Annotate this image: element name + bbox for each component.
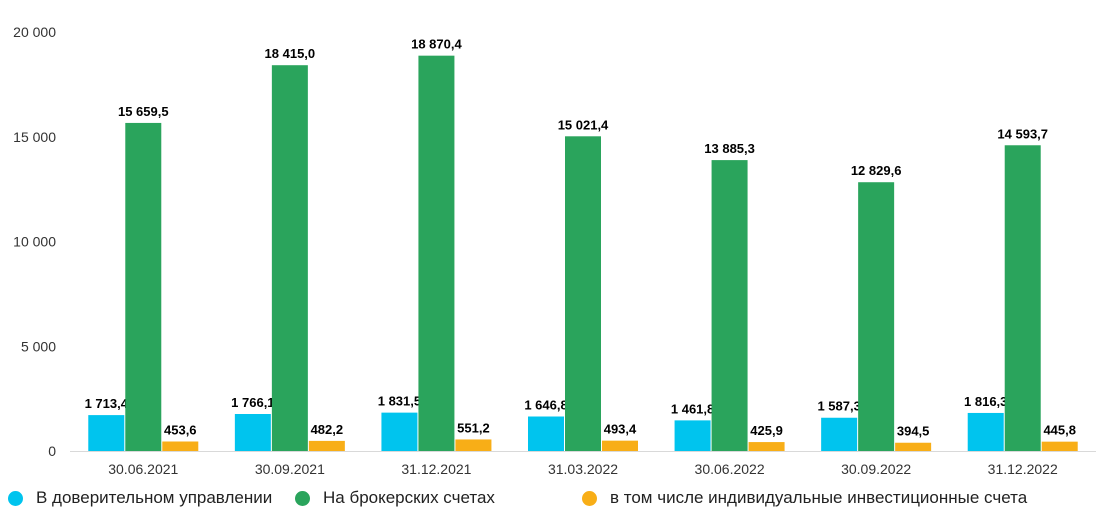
bar [455,439,492,451]
data-label: 551,2 [457,420,490,435]
bar [895,442,932,451]
bar [88,415,125,451]
legend-item-iis: в том числе индивидуальные инвестиционны… [582,488,1027,508]
data-label: 482,2 [311,422,344,437]
x-tick-label: 31.12.2022 [988,461,1058,477]
data-label: 12 829,6 [851,163,902,178]
data-label: 453,6 [164,422,197,437]
y-tick-label: 5 000 [21,338,56,354]
legend-item-brokerage-accounts: На брокерских счетах [295,488,495,508]
bar [967,412,1004,451]
data-label: 1 766,1 [231,395,274,410]
y-tick-label: 0 [48,443,56,459]
bar [748,442,785,451]
x-tick-label: 31.12.2021 [401,461,471,477]
data-label: 1 713,4 [85,396,129,411]
bar [821,417,858,451]
legend-item-trust-management: В доверительном управлении [8,488,272,508]
bar [858,182,895,451]
bar [381,412,418,451]
y-tick-label: 15 000 [13,129,56,145]
data-label: 493,4 [604,422,637,437]
data-label: 14 593,7 [997,126,1048,141]
bar [125,122,162,451]
x-tick-label: 30.09.2021 [255,461,325,477]
bar-chart: 0 5 000 10 000 15 000 20 000 1 713,4 15 659,5 4… [13,24,1096,477]
data-label: 15 021,4 [558,117,609,132]
y-tick-label: 20 000 [13,24,56,40]
x-tick-label: 31.03.2022 [548,461,618,477]
data-label: 445,8 [1043,423,1076,438]
legend-label-trust-management: В доверительном управлении [36,488,273,507]
data-label: 13 885,3 [704,141,755,156]
legend-marker-brokerage-accounts [295,490,310,506]
data-label: 1 831,5 [378,394,421,409]
x-tick-label: 30.06.2021 [108,461,178,477]
bar [234,414,271,451]
legend-marker-iis [582,490,597,506]
legend-marker-trust-management [8,490,23,506]
bar [565,136,601,451]
x-tick-label: 30.09.2022 [841,461,911,477]
bar [711,160,748,451]
bar [674,420,711,451]
legend-label-brokerage-accounts: На брокерских счетах [323,488,495,507]
data-label: 1 461,8 [671,401,714,416]
data-label: 18 415,0 [265,46,316,61]
bar [308,440,345,451]
chart-legend: В доверительном управлении На брокерских… [8,488,1093,514]
data-label: 1 816,3 [964,394,1007,409]
bar [1004,145,1041,452]
y-tick-label: 10 000 [13,234,56,250]
data-label: 15 659,5 [118,104,169,119]
bar [528,416,564,451]
bar [602,440,638,451]
data-label: 394,5 [897,424,930,439]
data-label: 425,9 [750,423,783,438]
data-label: 18 870,4 [411,37,462,52]
bar [271,65,308,451]
bar [1041,441,1078,451]
legend-label-iis: в том числе индивидуальные инвестиционны… [610,488,1028,507]
bar [162,441,199,451]
x-tick-label: 30.06.2022 [695,461,765,477]
data-label: 1 646,8 [524,397,567,412]
bar [418,55,455,451]
data-label: 1 587,3 [817,399,860,414]
